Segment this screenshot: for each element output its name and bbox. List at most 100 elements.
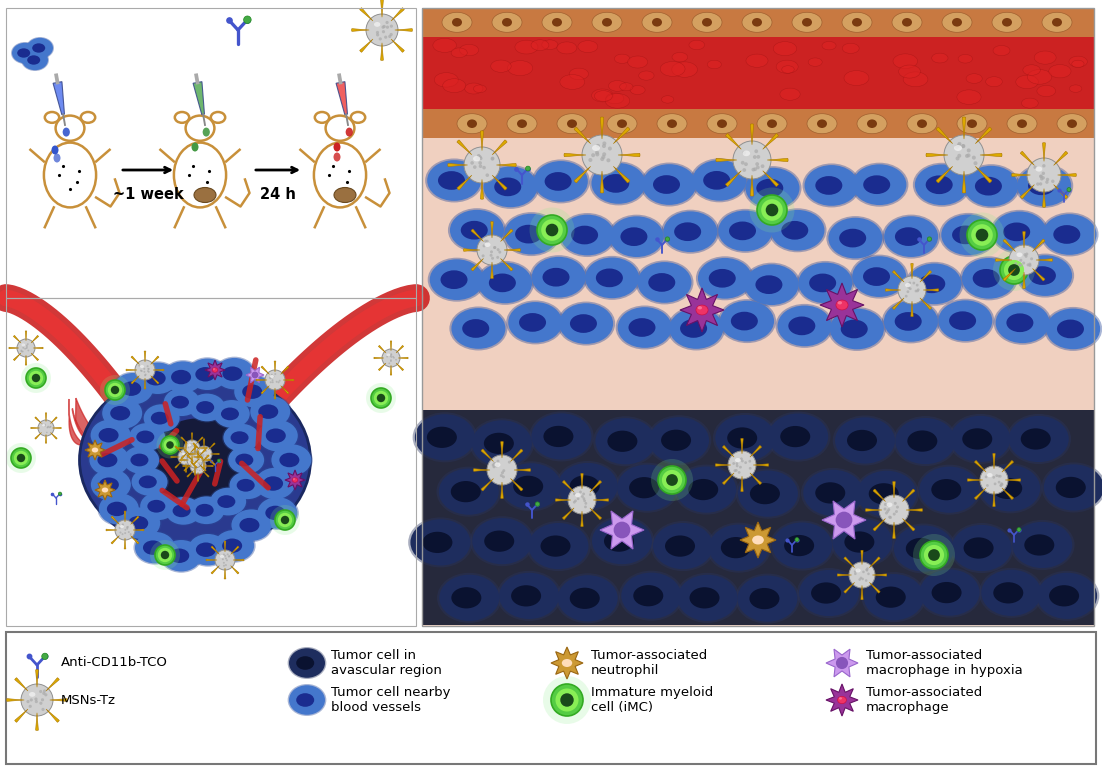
Circle shape [25,347,28,349]
Polygon shape [206,559,217,560]
Ellipse shape [1036,167,1042,171]
Ellipse shape [228,470,267,500]
Circle shape [728,451,756,479]
Ellipse shape [1016,252,1023,257]
Circle shape [22,350,23,352]
Polygon shape [500,259,512,271]
Polygon shape [203,438,205,448]
Polygon shape [31,353,39,361]
Ellipse shape [882,300,940,344]
Ellipse shape [906,262,963,306]
Circle shape [529,208,574,252]
Ellipse shape [568,120,577,128]
Circle shape [581,495,584,498]
Polygon shape [741,438,743,454]
Circle shape [526,166,530,171]
Ellipse shape [592,518,652,564]
Ellipse shape [164,496,203,526]
Polygon shape [968,479,983,481]
Ellipse shape [484,167,538,207]
Circle shape [582,135,622,175]
Text: Tumor-associated
macrophage in hypoxia: Tumor-associated macrophage in hypoxia [866,649,1023,677]
Ellipse shape [942,12,972,32]
Polygon shape [14,678,28,691]
Polygon shape [233,559,244,560]
Polygon shape [153,369,164,371]
Polygon shape [133,529,144,531]
Circle shape [50,426,52,428]
Circle shape [543,676,591,724]
Circle shape [195,447,196,449]
Ellipse shape [90,469,131,500]
Ellipse shape [876,587,906,608]
Ellipse shape [451,48,467,58]
Polygon shape [562,480,574,492]
Circle shape [886,510,889,513]
Circle shape [595,151,599,154]
Circle shape [602,144,606,148]
Ellipse shape [808,58,822,66]
Circle shape [898,276,926,304]
Circle shape [379,37,382,40]
Polygon shape [181,437,187,443]
Polygon shape [191,462,197,468]
Circle shape [541,219,563,241]
Polygon shape [14,709,28,723]
Ellipse shape [217,495,236,508]
Polygon shape [352,29,369,32]
Ellipse shape [505,214,559,255]
Ellipse shape [1029,266,1056,285]
Polygon shape [493,175,507,190]
Ellipse shape [1069,56,1088,67]
Circle shape [741,458,743,460]
Circle shape [884,507,886,510]
Ellipse shape [110,406,130,421]
Polygon shape [45,413,46,422]
Circle shape [136,360,155,380]
Ellipse shape [954,145,962,151]
Ellipse shape [1016,75,1038,89]
Polygon shape [204,466,213,467]
Ellipse shape [709,269,736,288]
Circle shape [26,368,46,388]
Circle shape [196,469,197,470]
Circle shape [757,195,787,225]
Ellipse shape [993,212,1047,252]
Ellipse shape [529,523,588,569]
Ellipse shape [781,66,795,73]
Circle shape [888,516,892,519]
Circle shape [108,383,122,398]
Ellipse shape [128,422,166,452]
Ellipse shape [506,300,564,344]
Circle shape [244,16,251,23]
Ellipse shape [672,52,688,62]
Ellipse shape [188,444,192,446]
Circle shape [1001,482,1003,485]
Ellipse shape [531,413,592,459]
Ellipse shape [735,574,800,624]
Ellipse shape [557,42,576,54]
Polygon shape [1002,460,1014,472]
Circle shape [276,381,278,383]
Ellipse shape [227,445,266,475]
Ellipse shape [642,12,672,32]
Ellipse shape [774,42,797,56]
Polygon shape [510,449,523,462]
Text: Tumor cell nearby
blood vessels: Tumor cell nearby blood vessels [331,686,451,714]
Ellipse shape [531,40,549,50]
Ellipse shape [214,530,255,561]
Ellipse shape [1052,18,1062,26]
Circle shape [997,481,1001,483]
Circle shape [998,475,1002,478]
Polygon shape [820,283,864,327]
Polygon shape [873,574,887,576]
Polygon shape [873,519,886,531]
Ellipse shape [575,493,581,497]
Ellipse shape [560,75,585,90]
Bar [422,8,1094,626]
Circle shape [536,502,540,506]
Circle shape [986,484,988,487]
Circle shape [366,14,398,46]
Circle shape [894,502,897,505]
Ellipse shape [1017,165,1071,206]
